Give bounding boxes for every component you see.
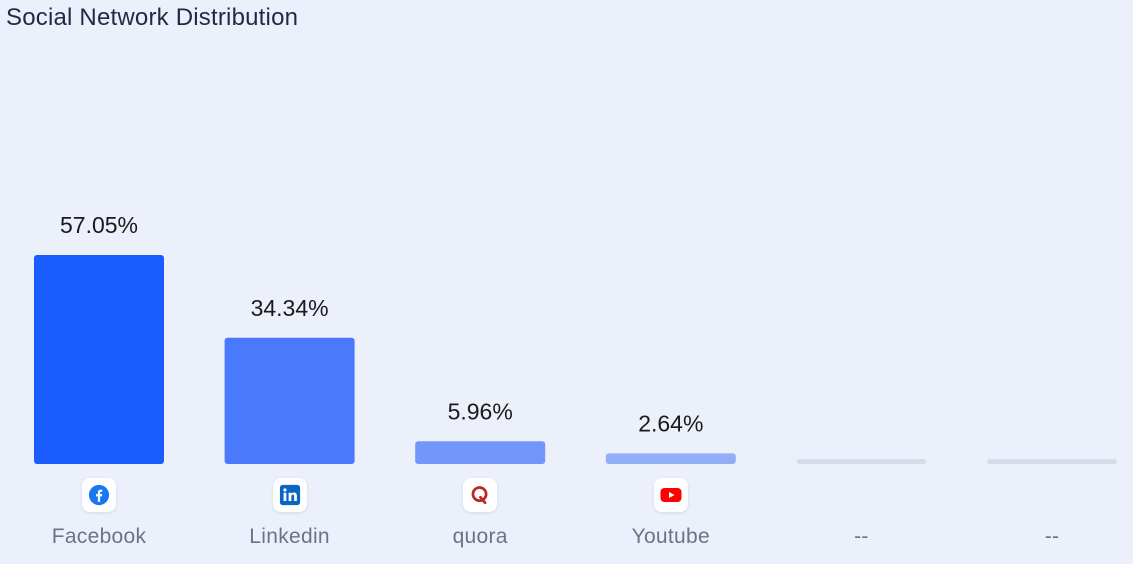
- value-label-2: 34.34%: [251, 295, 329, 321]
- category-label-2: Linkedin: [249, 525, 330, 548]
- quora-icon: [463, 478, 498, 512]
- value-label-4: 2.64%: [638, 410, 703, 436]
- category-label-1: Facebook: [51, 525, 147, 548]
- bar-4: [605, 453, 736, 464]
- linkedin-icon: [272, 478, 307, 512]
- bar-6: [987, 459, 1117, 464]
- facebook-icon: [82, 478, 116, 512]
- bar-1: [34, 255, 164, 464]
- bar-2: [224, 337, 355, 464]
- value-label-1: 57.05%: [60, 212, 138, 238]
- category-label-4: Youtube: [631, 525, 710, 548]
- category-label-6: --: [1044, 525, 1060, 548]
- bar-chart: 57.05% 34.34% 5.96% 2.64%: [34, 212, 1117, 464]
- value-label-3: 5.96%: [448, 398, 513, 424]
- bar-5: [796, 459, 927, 464]
- bar-3: [415, 441, 546, 464]
- youtube-icon: [653, 478, 688, 512]
- chart-title: Social Network Distribution: [6, 4, 299, 31]
- category-label-5: --: [854, 525, 869, 548]
- category-label-3: quora: [452, 525, 508, 548]
